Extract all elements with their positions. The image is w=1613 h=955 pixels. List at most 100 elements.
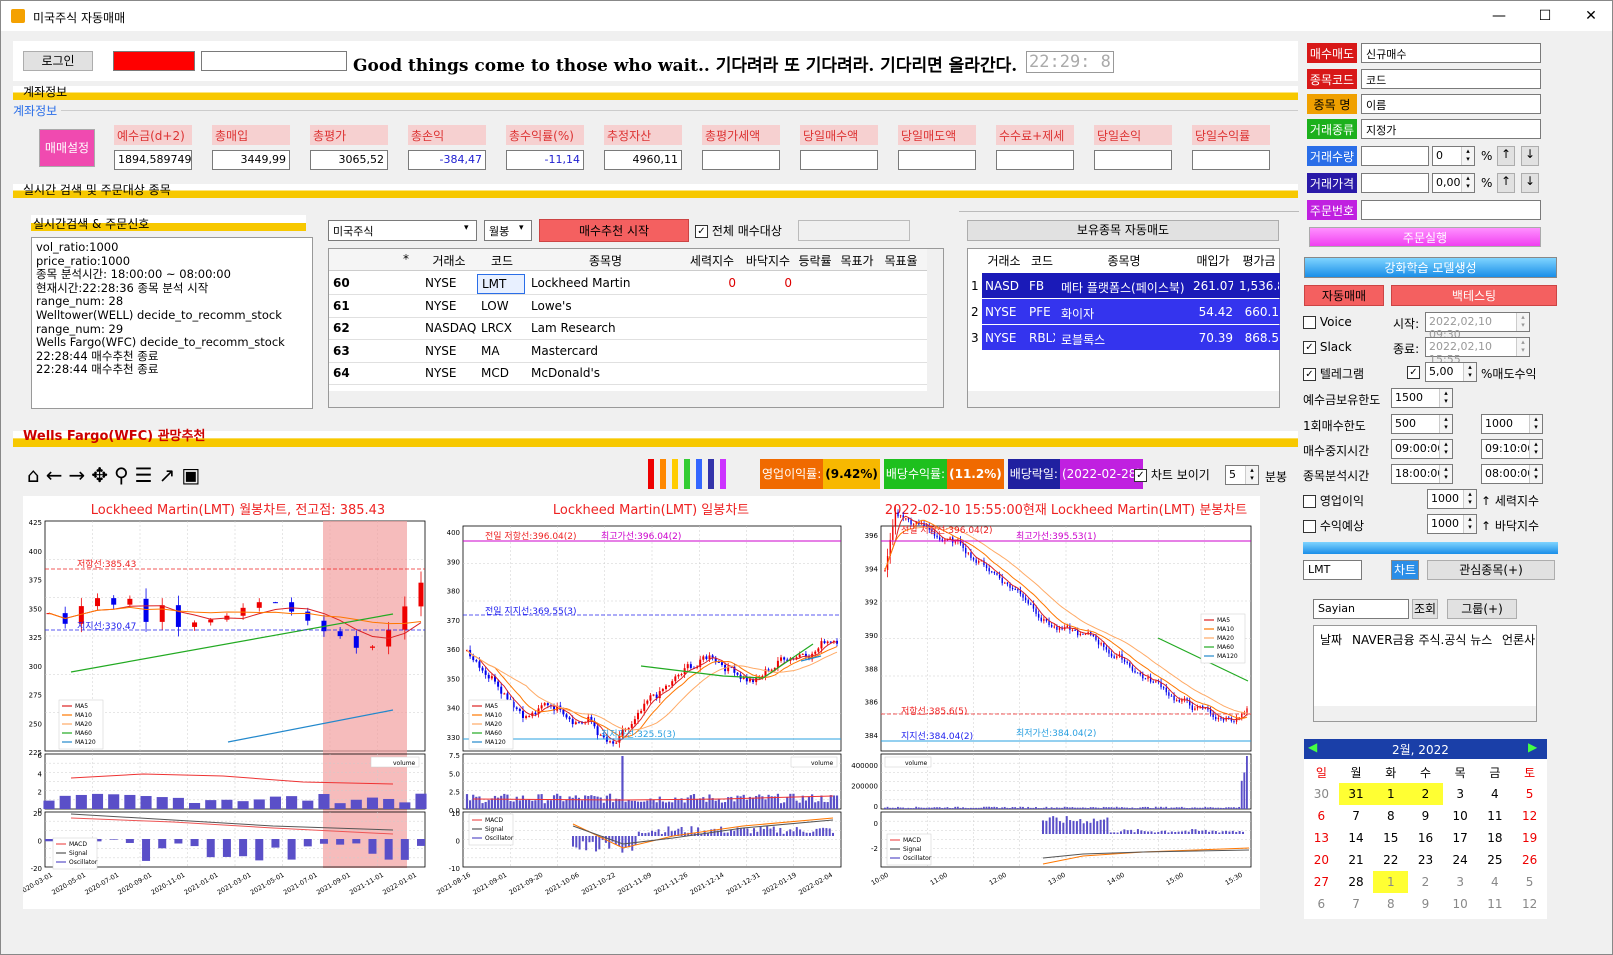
calendar-day[interactable]: 9	[1421, 897, 1430, 911]
row-number[interactable]: 62	[333, 321, 350, 335]
user-select[interactable]: Sayian	[1313, 599, 1409, 619]
calendar-day[interactable]: 30	[1313, 787, 1329, 801]
zoom-icon[interactable]: ⚲	[114, 463, 135, 487]
group-button[interactable]: 그룹(+)	[1447, 599, 1517, 619]
telegram-checkbox[interactable]: ✓ 텔레그램	[1303, 365, 1364, 382]
backtest-button[interactable]: 백테스팅	[1391, 285, 1557, 306]
lookup-button[interactable]: 조회	[1412, 599, 1438, 619]
calendar-day[interactable]: 2	[1421, 875, 1430, 889]
password-field[interactable]	[201, 51, 347, 71]
row-exchange[interactable]: NYSE	[425, 343, 457, 358]
next-month-icon[interactable]: ▶	[1528, 740, 1538, 754]
sell-pct-stepper[interactable]: 5,00	[1425, 362, 1477, 382]
calendar-day[interactable]: 11	[1487, 897, 1503, 911]
slack-checkbox[interactable]: ✓ Slack	[1303, 340, 1352, 354]
price-input[interactable]	[1361, 173, 1429, 193]
show-chart-checkbox[interactable]: ✓ 차트 보이기	[1134, 466, 1210, 483]
back-icon[interactable]: ←	[45, 463, 69, 487]
watchlist-button[interactable]: 관심종목(+)	[1427, 560, 1555, 580]
calendar-day[interactable]: 2	[1408, 783, 1443, 805]
forward-icon[interactable]: →	[68, 463, 92, 487]
filter-field[interactable]	[798, 220, 910, 241]
holdings-header-0[interactable]: 거래소	[987, 254, 1021, 268]
calendar-day[interactable]: 21	[1348, 853, 1364, 867]
calendar-day[interactable]: 9	[1421, 809, 1430, 823]
calendar-day[interactable]: 20	[1313, 853, 1329, 867]
row-number[interactable]: 61	[333, 298, 350, 313]
calendar-day[interactable]: 6	[1317, 897, 1326, 911]
row-exchange[interactable]: NYSE	[425, 366, 457, 380]
grid-header-5[interactable]: 바닥지수	[745, 254, 791, 268]
calendar-day[interactable]: 24	[1452, 853, 1468, 867]
calendar-day[interactable]: 28	[1348, 875, 1364, 889]
name-input[interactable]: 이름	[1361, 94, 1541, 114]
auto-trade-button[interactable]: 자동매매	[1304, 285, 1384, 306]
all-buy-checkbox[interactable]: ✓ 전체 매수대상	[695, 222, 782, 239]
row-number[interactable]: 60	[333, 276, 350, 290]
buy-sell-select[interactable]: 신규매수	[1361, 43, 1541, 63]
grid-header-3[interactable]: 종목명	[588, 254, 623, 268]
row-code[interactable]: LMT	[477, 274, 525, 294]
holdings-row[interactable]	[982, 325, 1280, 350]
analysis-from-stepper[interactable]: 18:00:00	[1391, 464, 1453, 484]
up-arrow-icon[interactable]: ↑	[1497, 173, 1515, 193]
row-code[interactable]: LRCX	[481, 321, 513, 335]
row-exchange[interactable]: NYSE	[425, 298, 457, 313]
row-name[interactable]: Lockheed Martin	[531, 276, 631, 290]
stop-from-stepper[interactable]: 09:00:00	[1391, 439, 1453, 459]
calendar-day[interactable]: 22	[1383, 853, 1399, 867]
minute-stepper[interactable]: 5	[1225, 465, 1259, 485]
submit-order-button[interactable]: 주문실행	[1309, 227, 1541, 247]
calendar-day[interactable]: 19	[1521, 831, 1538, 845]
calendar-day[interactable]: 26	[1521, 853, 1538, 867]
calendar-day[interactable]: 10	[1452, 809, 1468, 823]
market-select[interactable]: 미국주식	[328, 220, 477, 241]
order-no-input[interactable]	[1361, 200, 1541, 220]
op-profit-checkbox[interactable]: 영업이익	[1303, 492, 1364, 509]
calendar-day[interactable]: 23	[1417, 853, 1434, 867]
calendar-day[interactable]: 7	[1352, 809, 1360, 823]
calendar-day[interactable]: 4	[1491, 875, 1499, 889]
calendar-day[interactable]: 11	[1487, 809, 1503, 823]
grid-header-4[interactable]: 세력지수	[689, 254, 735, 268]
type-select[interactable]: 지정가	[1361, 119, 1541, 139]
deposit-limit-stepper[interactable]: 1500	[1391, 388, 1453, 408]
grid-header-2[interactable]: 코드	[490, 254, 514, 268]
row-code[interactable]: MA	[481, 343, 500, 358]
start-datetime[interactable]: 2022,02,10 09:30	[1425, 312, 1530, 341]
calendar-day[interactable]: 17	[1452, 831, 1468, 845]
end-datetime[interactable]: 2022,02,10 15:55	[1425, 337, 1530, 366]
once-max-stepper[interactable]: 1000	[1481, 414, 1543, 434]
calendar-day[interactable]: 1	[1373, 783, 1409, 805]
down-arrow-icon[interactable]: ↓	[1521, 173, 1539, 193]
vertical-scrollbar[interactable]	[927, 249, 943, 392]
auto-sell-button[interactable]: 보유종목 자동매도	[967, 220, 1279, 241]
row-number[interactable]: 63	[333, 343, 350, 358]
grid-header-6[interactable]: 등락률	[798, 254, 832, 268]
calendar-day[interactable]: 16	[1417, 831, 1434, 845]
row-name[interactable]: Lam Research	[531, 321, 616, 335]
calendar-day[interactable]: 18	[1487, 831, 1503, 845]
op-profit-stepper[interactable]: 1000	[1427, 489, 1477, 509]
calendar-day[interactable]: 25	[1487, 853, 1503, 867]
row-code[interactable]: LOW	[481, 298, 509, 313]
calendar-day[interactable]: 14	[1348, 831, 1364, 845]
price-pct-stepper[interactable]: 0,00	[1432, 173, 1475, 193]
calendar-day[interactable]: 5	[1525, 875, 1534, 889]
voice-checkbox[interactable]: Voice	[1303, 315, 1352, 329]
up-arrow-icon[interactable]: ↑	[1497, 146, 1515, 166]
minimize-button[interactable]: —	[1492, 8, 1506, 24]
horizontal-scrollbar[interactable]	[329, 391, 943, 407]
close-button[interactable]: ✕	[1585, 8, 1597, 24]
profit-forecast-stepper[interactable]: 1000	[1427, 514, 1477, 534]
pan-icon[interactable]: ✥	[91, 463, 114, 487]
calendar-day[interactable]: 8	[1386, 897, 1395, 911]
calendar-day[interactable]: 12	[1521, 809, 1538, 823]
holdings-header-3[interactable]: 매입가	[1196, 254, 1230, 268]
rl-model-button[interactable]: 강화학습 모델생성	[1304, 257, 1557, 278]
maximize-button[interactable]: ☐	[1538, 8, 1552, 24]
holdings-row[interactable]	[982, 299, 1280, 324]
down-arrow-icon[interactable]: ↓	[1521, 146, 1539, 166]
row-name[interactable]: McDonald's	[531, 366, 600, 380]
calendar-day[interactable]: 3	[1456, 787, 1464, 801]
